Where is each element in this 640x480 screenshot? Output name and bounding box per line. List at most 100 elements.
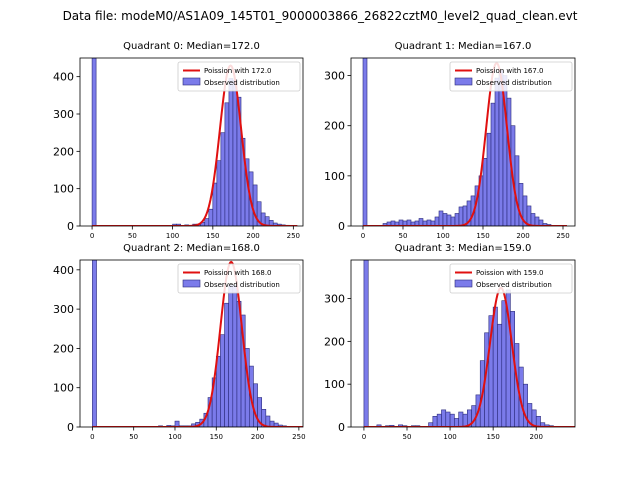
- axes-frame: [350, 57, 576, 227]
- x-tick-label: 0: [361, 232, 365, 240]
- legend-frame: [449, 263, 573, 294]
- histogram-bar: [376, 424, 382, 427]
- histogram-bar: [174, 420, 180, 427]
- x-tick-label: 0: [90, 433, 94, 441]
- x-tick-label: 200: [251, 433, 264, 441]
- y-tick-label: 0: [338, 220, 345, 233]
- histogram-bar: [208, 208, 214, 226]
- y-tick-label: 0: [338, 421, 345, 434]
- histogram-bar: [494, 77, 500, 226]
- histogram-bar: [482, 157, 488, 226]
- poisson-fit-line: [92, 260, 303, 427]
- legend-line-label: Poission with 167.0: [476, 67, 544, 75]
- y-tick-label: 300: [53, 303, 74, 316]
- legend-frame: [177, 61, 301, 92]
- histogram-bar: [228, 285, 234, 427]
- subplot-title: Quadrant 2: Median=168.0: [123, 243, 260, 254]
- histogram-bar: [450, 216, 456, 226]
- histogram-bar: [454, 213, 460, 226]
- histogram-bar: [441, 409, 447, 427]
- y-tick-label: 400: [53, 71, 74, 84]
- histogram-bars: [91, 58, 290, 226]
- legend-bar-swatch: [182, 77, 201, 86]
- y-tick-label: 100: [324, 378, 345, 391]
- histogram-bar: [458, 206, 464, 226]
- histogram-bar: [220, 334, 225, 427]
- legend-line-label: Poission with 159.0: [476, 269, 544, 277]
- x-tick-label: 50: [129, 433, 138, 441]
- x-tick-label: 100: [166, 232, 179, 240]
- histogram-bar: [497, 323, 503, 427]
- histogram-bar: [232, 80, 238, 226]
- histogram-bar: [91, 58, 97, 226]
- histogram-bar: [535, 415, 541, 427]
- x-tick-label: 150: [486, 433, 499, 441]
- x-tick-label: 150: [476, 232, 489, 240]
- axes-frame: [79, 57, 304, 227]
- histogram-bar: [432, 415, 438, 427]
- axes-frame: [79, 259, 304, 428]
- histogram-bar: [92, 260, 97, 427]
- histogram-bar: [449, 413, 455, 427]
- histogram-bar: [212, 182, 218, 226]
- histogram-bar: [501, 300, 507, 427]
- x-tick-label: 150: [206, 232, 219, 240]
- x-tick-label: 250: [556, 232, 569, 240]
- subplot-title: Quadrant 1: Median=167.0: [395, 41, 532, 52]
- legend-bar-label: Observed distribution: [476, 79, 552, 87]
- legend-bar-label: Observed distribution: [476, 281, 552, 289]
- legend-bar-swatch: [182, 279, 201, 288]
- y-tick-label: 300: [324, 70, 345, 83]
- y-tick-label: 300: [53, 108, 74, 121]
- y-tick-label: 0: [67, 421, 74, 434]
- histogram-bar: [454, 418, 459, 427]
- histogram-bar: [253, 383, 258, 427]
- histogram-bar: [438, 210, 444, 226]
- histogram-bar: [363, 260, 369, 427]
- legend: Poission with 172.0 Observed distribution: [177, 61, 301, 92]
- legend-bar-swatch: [454, 77, 473, 86]
- histogram-bar: [204, 218, 210, 226]
- histogram-bar: [232, 285, 238, 427]
- legend: Poission with 168.0 Observed distribution: [177, 263, 301, 294]
- histogram-bar: [486, 132, 492, 226]
- y-tick-label: 200: [53, 342, 74, 355]
- subplot-q1: Quadrant 1: Median=167.0 0 50 100 150 200 250 0…: [324, 41, 576, 240]
- x-tick-label: 200: [530, 433, 543, 441]
- histogram-bar: [458, 411, 464, 427]
- subplot-q2: Quadrant 2: Median=168.0 0 50 100 150 200 250 0…: [53, 243, 306, 441]
- histogram-bar: [510, 311, 515, 427]
- x-tick-label: 100: [168, 433, 181, 441]
- y-tick-label: 200: [324, 120, 345, 133]
- legend-bar-swatch: [454, 279, 473, 288]
- legend: Poission with 159.0 Observed distribution: [449, 263, 573, 294]
- histogram-bar: [228, 78, 234, 226]
- subplot-title: Quadrant 0: Median=172.0: [123, 41, 260, 52]
- histogram-bar: [216, 160, 222, 226]
- y-tick-label: 200: [324, 335, 345, 348]
- y-tick-label: 100: [324, 170, 345, 183]
- histogram-bar: [446, 214, 452, 226]
- x-tick-label: 200: [246, 232, 259, 240]
- subplot-q3: Quadrant 3: Median=159.0 0 50 100 150 200 0 100…: [324, 243, 576, 441]
- histogram-bar: [490, 102, 496, 226]
- legend-bar-label: Observed distribution: [204, 281, 280, 289]
- x-tick-label: 50: [128, 232, 137, 240]
- legend-frame: [449, 61, 573, 92]
- subplot-q0: Quadrant 0: Median=172.0 0 50 100 150 200 250 0…: [53, 41, 304, 240]
- histogram-bar: [220, 132, 226, 226]
- histogram-bar: [534, 216, 540, 226]
- y-tick-label: 0: [67, 220, 74, 233]
- x-tick-label: 0: [90, 232, 94, 240]
- histogram-bar: [436, 413, 442, 427]
- poisson-fit-line: [92, 64, 298, 226]
- legend-bar-label: Observed distribution: [204, 79, 280, 87]
- subplot-grid: Quadrant 0: Median=172.0 0 50 100 150 200 250 0…: [53, 41, 576, 441]
- x-tick-label: 50: [403, 433, 412, 441]
- x-tick-label: 100: [443, 433, 456, 441]
- x-tick-label: 250: [292, 433, 305, 441]
- figure-suptitle: Data file: modeM0/AS1A09_145T01_90000038…: [63, 9, 578, 23]
- x-tick-label: 50: [399, 232, 408, 240]
- histogram-bar: [492, 306, 498, 427]
